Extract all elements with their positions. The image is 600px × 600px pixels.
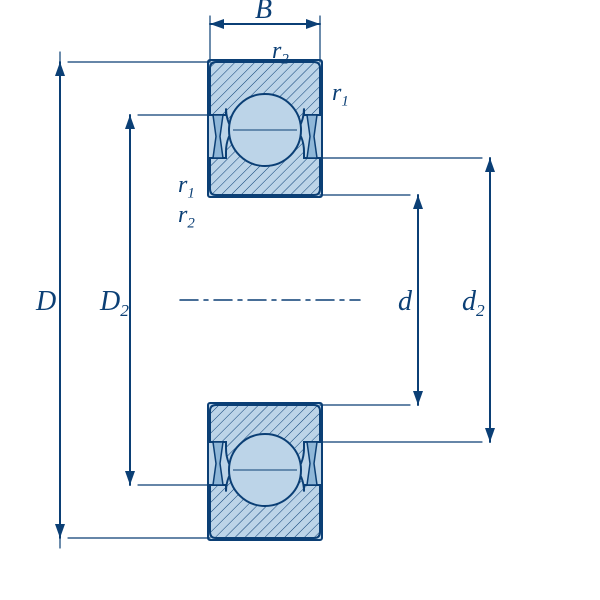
label-D2: D2 — [99, 286, 129, 320]
bearing-diagram: BDD2dd2r2r1r1r2 — [0, 0, 600, 600]
label-D: D — [35, 286, 56, 317]
label-d2: d2 — [462, 286, 485, 320]
label-B: B — [255, 0, 272, 25]
label-r1_mid: r1 — [178, 172, 195, 201]
label-r2_top: r2 — [272, 38, 289, 67]
label-d: d — [398, 286, 413, 317]
label-r2_mid: r2 — [178, 202, 195, 231]
label-r1_top: r1 — [332, 80, 349, 109]
